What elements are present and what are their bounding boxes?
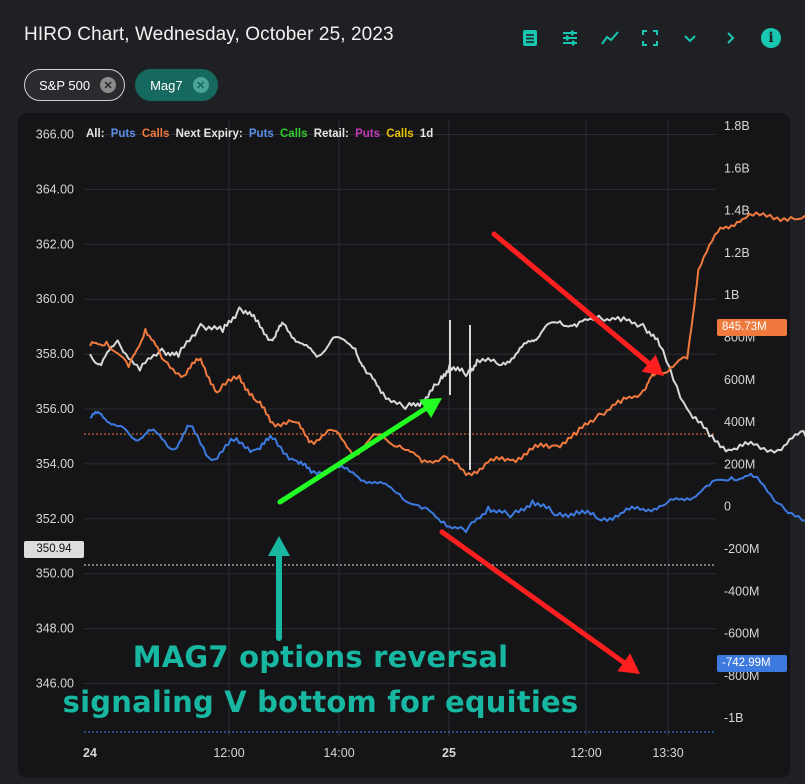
left-tick-label: 358.00 xyxy=(36,347,74,361)
close-icon[interactable]: ✕ xyxy=(192,77,209,93)
chart-toolbar: i xyxy=(521,24,781,52)
red-arrow-top xyxy=(491,231,664,376)
legend-retail-calls[interactable]: Calls xyxy=(386,128,414,140)
page-title: HIRO Chart, Wednesday, October 25, 2023 xyxy=(24,24,394,45)
legend-all-puts[interactable]: Puts xyxy=(110,128,136,140)
annotation-line-2: signaling V bottom for equities xyxy=(62,685,579,719)
left-tick-label: 350.00 xyxy=(36,567,74,581)
sliders-icon[interactable] xyxy=(561,29,579,47)
price-tag: 350.94 xyxy=(24,541,84,558)
left-tick-label: 352.00 xyxy=(36,512,74,526)
right-tick-label: 400M xyxy=(724,415,755,429)
left-tick-label: 366.00 xyxy=(36,128,74,142)
x-tick-label: 25 xyxy=(442,746,456,760)
green-arrow xyxy=(277,398,442,505)
left-tick-label: 348.00 xyxy=(36,622,74,636)
right-tick-label: -1B xyxy=(724,711,743,725)
legend-retail-puts[interactable]: Puts xyxy=(355,128,380,140)
red-arrow-bottom xyxy=(439,529,640,674)
right-tick-label: -600M xyxy=(724,627,759,641)
x-tick-label: 24 xyxy=(83,746,97,760)
puts-value-tag: -742.99M xyxy=(717,655,787,672)
x-tick-label: 12:00 xyxy=(570,746,601,760)
legend-next-expiry: Next Expiry: xyxy=(175,128,243,140)
x-tick-label: 13:30 xyxy=(652,746,683,760)
right-tick-label: -200M xyxy=(724,542,759,556)
right-tick-label: 200M xyxy=(724,457,755,471)
chip-mag7[interactable]: Mag7 ✕ xyxy=(135,69,218,101)
left-tick-label: 354.00 xyxy=(36,457,74,471)
chip-label: S&P 500 xyxy=(39,77,91,93)
close-icon[interactable]: ✕ xyxy=(100,77,117,93)
chart-legend: All: Puts Calls Next Expiry: Puts Calls … xyxy=(86,128,436,140)
left-tick-label: 360.00 xyxy=(36,292,74,306)
legend-all: All: xyxy=(86,128,105,140)
chart-panel xyxy=(18,113,790,778)
annotation-line-1: MAG7 options reversal xyxy=(132,640,509,674)
left-tick-label: 346.00 xyxy=(36,677,74,691)
right-tick-label: 1.2B xyxy=(724,246,750,260)
right-tick-label: 1.6B xyxy=(724,161,750,175)
chip-sp500[interactable]: S&P 500 ✕ xyxy=(24,69,126,101)
right-tick-label: 600M xyxy=(724,373,755,387)
legend-next-calls[interactable]: Calls xyxy=(280,128,308,140)
series-line-s-p-500[interactable] xyxy=(89,306,805,576)
series-line-puts[interactable] xyxy=(89,410,805,762)
chevron-down-icon[interactable] xyxy=(681,29,699,47)
right-tick-label: 0 xyxy=(724,500,731,514)
right-tick-label: 1.4B xyxy=(724,204,750,218)
left-tick-label: 362.00 xyxy=(36,237,74,251)
legend-all-calls[interactable]: Calls xyxy=(141,128,170,140)
legend-next-puts[interactable]: Puts xyxy=(248,128,274,140)
right-tick-label: -400M xyxy=(724,584,759,598)
right-tick-label: 1B xyxy=(724,288,739,302)
chevron-right-icon[interactable] xyxy=(721,29,739,47)
info-icon[interactable]: i xyxy=(761,28,781,48)
notes-icon[interactable] xyxy=(521,29,539,47)
fullscreen-icon[interactable] xyxy=(641,29,659,47)
right-tick-label: -800M xyxy=(724,669,759,683)
legend-period[interactable]: 1d xyxy=(419,128,434,140)
left-tick-label: 356.00 xyxy=(36,402,74,416)
legend-retail: Retail: xyxy=(313,128,349,140)
series-line-calls[interactable] xyxy=(89,211,805,529)
trend-icon[interactable] xyxy=(601,29,619,47)
x-tick-label: 14:00 xyxy=(323,746,354,760)
x-tick-label: 12:00 xyxy=(213,746,244,760)
chip-label: Mag7 xyxy=(150,77,183,93)
right-tick-label: 1.8B xyxy=(724,119,750,133)
teal-arrow xyxy=(268,536,290,641)
instrument-chips: S&P 500 ✕ Mag7 ✕ xyxy=(24,69,218,101)
calls-value-tag: 845.73M xyxy=(717,319,787,336)
left-tick-label: 364.00 xyxy=(36,182,74,196)
